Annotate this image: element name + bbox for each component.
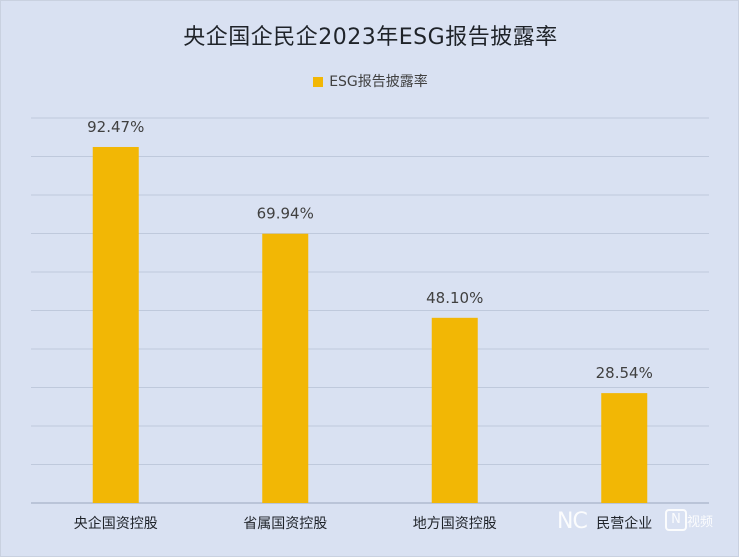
legend-swatch (313, 77, 324, 87)
bar-4 (601, 393, 648, 503)
bar-2 (262, 233, 309, 503)
x-tick-label-3: 地方国资控股 (413, 516, 497, 532)
x-tick-label-4: 民营企业 (596, 515, 652, 532)
watermark-logo: NC (557, 509, 588, 534)
legend-label: ESG报告披露率 (329, 74, 428, 90)
chart-title: 央企国企民企2023年ESG报告披露率 (183, 25, 558, 50)
watermark-label: 视频 (687, 515, 714, 530)
data-label-4: 28.54% (596, 364, 653, 382)
data-label-2: 69.94% (257, 205, 314, 223)
data-label-1: 92.47% (87, 118, 144, 136)
x-tick-label-2: 省属国资控股 (243, 516, 327, 532)
data-label-3: 48.10% (426, 289, 483, 307)
bar-1 (92, 146, 139, 504)
bar-3 (431, 317, 478, 503)
x-tick-label-1: 央企国资控股 (74, 515, 158, 532)
watermark-n-icon: N (665, 509, 687, 531)
legend: ESG报告披露率 (1, 71, 739, 91)
